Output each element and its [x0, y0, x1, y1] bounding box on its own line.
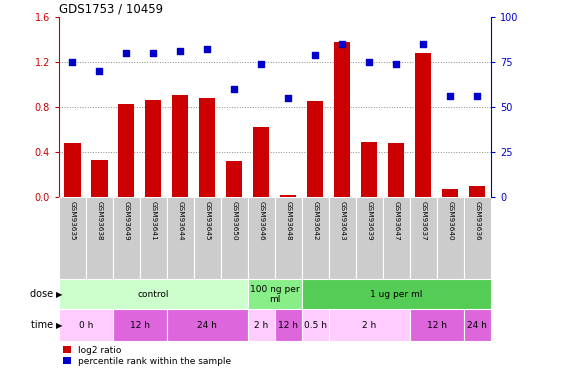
- Text: 100 ng per
ml: 100 ng per ml: [250, 285, 300, 304]
- Point: [311, 52, 320, 58]
- Text: 0.5 h: 0.5 h: [304, 321, 327, 330]
- Bar: [307, 101, 324, 197]
- Point: [392, 61, 401, 67]
- Bar: [65, 143, 81, 197]
- Bar: [280, 195, 297, 197]
- Point: [365, 59, 374, 65]
- Point: [68, 59, 77, 65]
- Text: ▶: ▶: [56, 321, 63, 330]
- Text: dose: dose: [30, 290, 56, 299]
- Bar: [415, 53, 431, 197]
- Bar: [194, 197, 221, 279]
- Text: GSM93641: GSM93641: [150, 201, 157, 241]
- Text: GSM93646: GSM93646: [259, 201, 264, 241]
- Bar: [145, 100, 162, 197]
- Bar: [464, 197, 491, 279]
- Bar: [275, 309, 302, 341]
- Text: 2 h: 2 h: [254, 321, 269, 330]
- Text: time: time: [31, 320, 56, 330]
- Point: [122, 50, 131, 56]
- Bar: [113, 309, 167, 341]
- Bar: [275, 197, 302, 279]
- Point: [230, 86, 239, 92]
- Text: 12 h: 12 h: [278, 321, 298, 330]
- Point: [257, 61, 266, 67]
- Text: GSM93639: GSM93639: [366, 201, 373, 241]
- Point: [95, 68, 104, 74]
- Text: GDS1753 / 10459: GDS1753 / 10459: [59, 3, 163, 16]
- Bar: [59, 197, 86, 279]
- Text: GSM93645: GSM93645: [204, 201, 210, 241]
- Bar: [167, 309, 248, 341]
- Text: GSM93635: GSM93635: [70, 201, 75, 241]
- Bar: [410, 197, 437, 279]
- Text: GSM93642: GSM93642: [312, 201, 319, 241]
- Text: GSM93644: GSM93644: [177, 201, 183, 241]
- Bar: [442, 189, 458, 197]
- Bar: [469, 186, 485, 197]
- Text: GSM93647: GSM93647: [393, 201, 399, 241]
- Bar: [167, 197, 194, 279]
- Bar: [334, 42, 351, 197]
- Text: 0 h: 0 h: [79, 321, 93, 330]
- Bar: [248, 309, 275, 341]
- Bar: [388, 143, 404, 197]
- Bar: [302, 309, 329, 341]
- Bar: [221, 197, 248, 279]
- Text: GSM93649: GSM93649: [123, 201, 130, 241]
- Text: GSM93640: GSM93640: [447, 201, 453, 241]
- Point: [446, 93, 455, 99]
- Text: GSM93637: GSM93637: [420, 201, 426, 241]
- Text: GSM93643: GSM93643: [339, 201, 346, 241]
- Bar: [356, 197, 383, 279]
- Bar: [118, 104, 135, 197]
- Bar: [383, 197, 410, 279]
- Bar: [140, 197, 167, 279]
- Text: GSM93636: GSM93636: [475, 201, 480, 241]
- Bar: [248, 197, 275, 279]
- Bar: [410, 309, 464, 341]
- Point: [203, 46, 212, 52]
- Bar: [59, 309, 113, 341]
- Text: control: control: [137, 290, 169, 299]
- Bar: [172, 94, 188, 197]
- Bar: [361, 142, 378, 197]
- Bar: [302, 279, 491, 309]
- Bar: [464, 309, 491, 341]
- Bar: [248, 279, 302, 309]
- Text: ▶: ▶: [56, 290, 63, 299]
- Point: [284, 95, 293, 101]
- Bar: [329, 309, 410, 341]
- Bar: [199, 98, 215, 197]
- Bar: [86, 197, 113, 279]
- Bar: [59, 279, 248, 309]
- Text: 2 h: 2 h: [362, 321, 376, 330]
- Bar: [91, 160, 108, 197]
- Text: 12 h: 12 h: [130, 321, 150, 330]
- Text: GSM93648: GSM93648: [286, 201, 291, 241]
- Text: 12 h: 12 h: [427, 321, 447, 330]
- Point: [473, 93, 482, 99]
- Bar: [254, 127, 269, 197]
- Point: [338, 41, 347, 47]
- Point: [176, 48, 185, 54]
- Bar: [437, 197, 464, 279]
- Bar: [226, 161, 242, 197]
- Point: [149, 50, 158, 56]
- Text: GSM93650: GSM93650: [231, 201, 237, 241]
- Text: 24 h: 24 h: [197, 321, 217, 330]
- Text: 24 h: 24 h: [467, 321, 488, 330]
- Text: 1 ug per ml: 1 ug per ml: [370, 290, 422, 299]
- Point: [419, 41, 428, 47]
- Bar: [302, 197, 329, 279]
- Bar: [113, 197, 140, 279]
- Legend: log2 ratio, percentile rank within the sample: log2 ratio, percentile rank within the s…: [63, 346, 231, 366]
- Bar: [329, 197, 356, 279]
- Text: GSM93638: GSM93638: [96, 201, 103, 241]
